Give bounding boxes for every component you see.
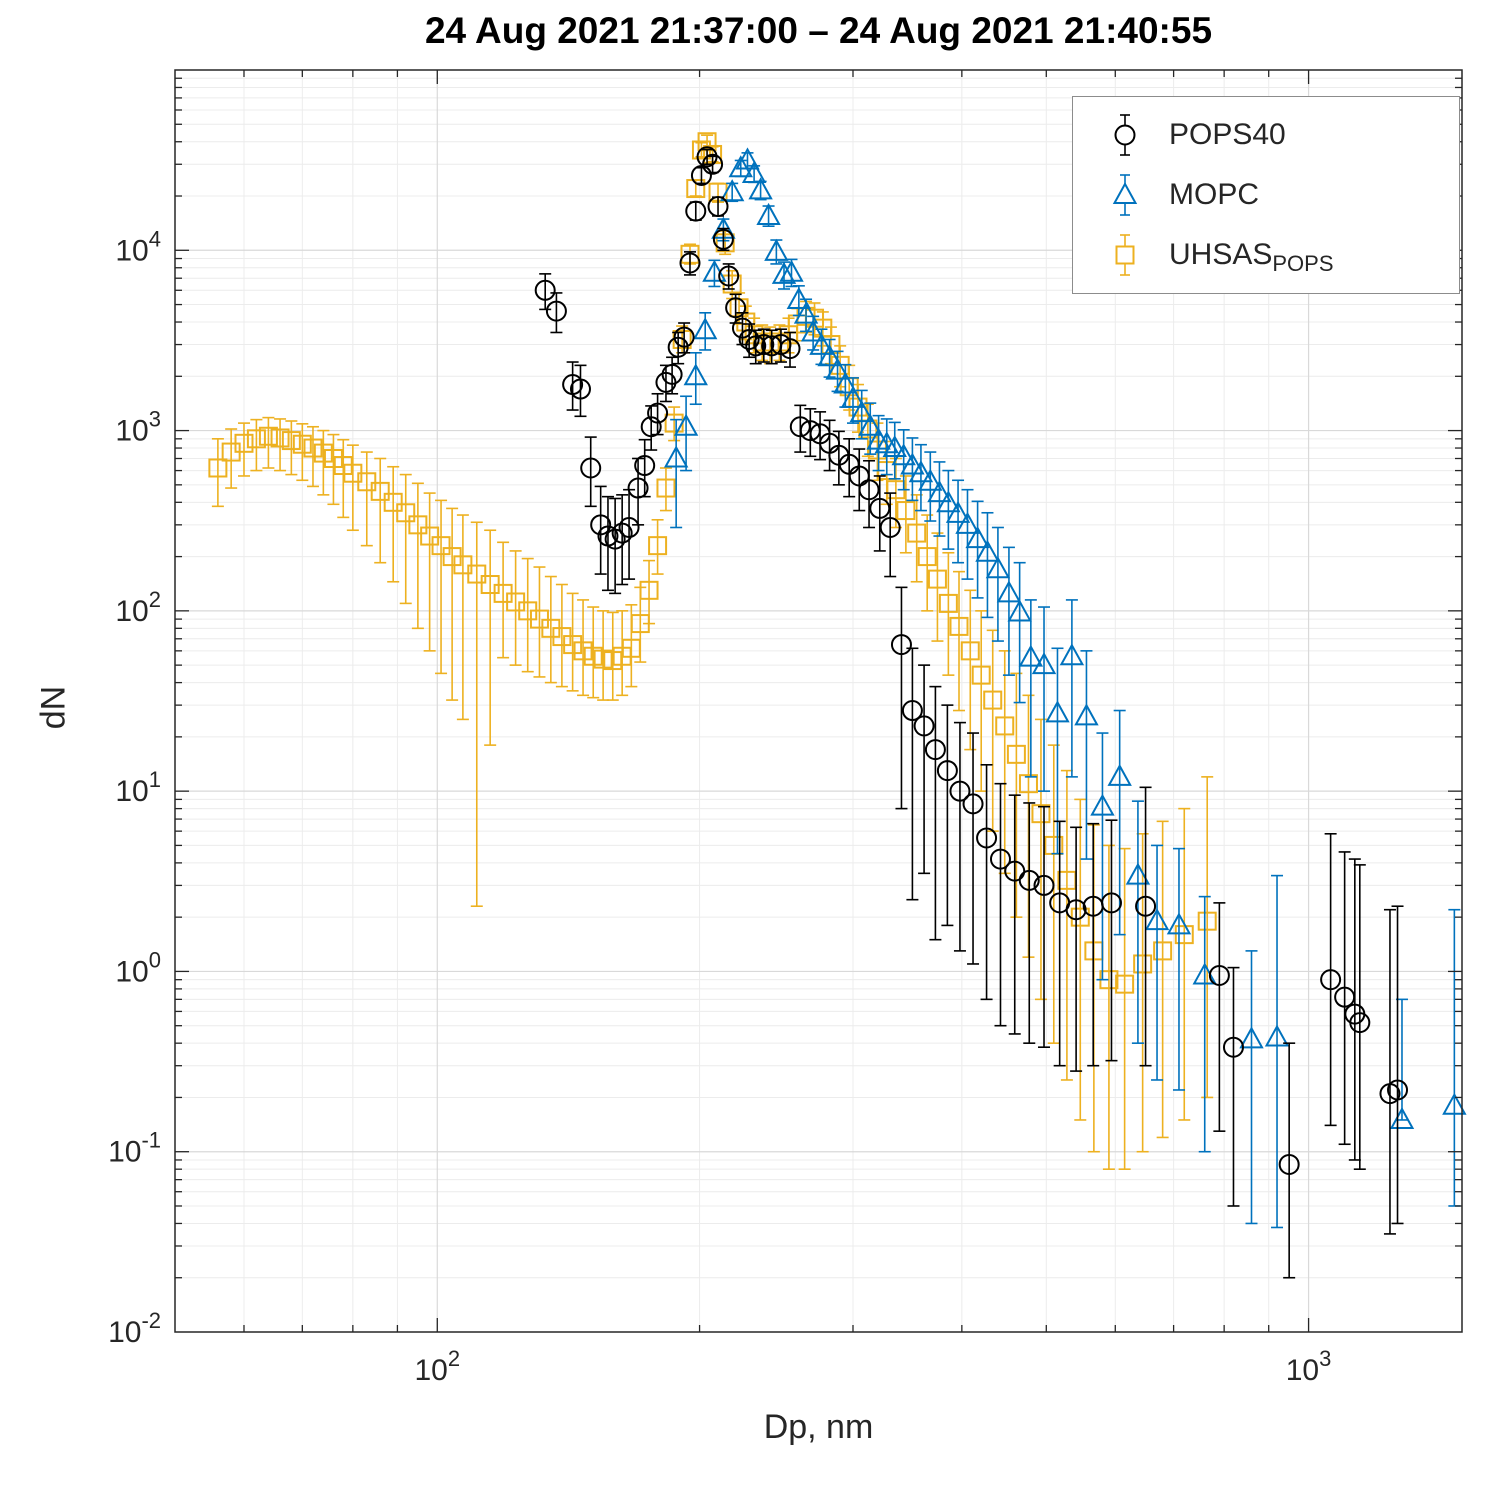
y-axis-label: dN bbox=[34, 685, 73, 730]
square-marker-icon bbox=[1095, 225, 1155, 285]
svg-text:10-2: 10-2 bbox=[108, 1308, 161, 1349]
legend-label-mopc: MOPC bbox=[1169, 178, 1259, 211]
axis-box bbox=[174, 69, 1463, 1333]
svg-text:103: 103 bbox=[115, 407, 161, 448]
triangle-marker-icon bbox=[1095, 165, 1155, 225]
svg-text:104: 104 bbox=[115, 226, 161, 267]
legend-label-uhsas: UHSASPOPS bbox=[1169, 238, 1334, 276]
x-axis-label: Dp, nm bbox=[763, 1408, 874, 1446]
chart-title: 24 Aug 2021 21:37:00 – 24 Aug 2021 21:40… bbox=[424, 10, 1213, 51]
legend: POPS40 MOPC UHSASPOPS bbox=[1072, 96, 1460, 294]
circle-marker-icon bbox=[1095, 105, 1155, 165]
tick-labels: 102 103 10-2 10-1 100 101 102 103 104 bbox=[108, 226, 1331, 1387]
svg-text:102: 102 bbox=[115, 587, 161, 628]
svg-text:102: 102 bbox=[414, 1346, 460, 1387]
legend-label-pops40: POPS40 bbox=[1169, 118, 1286, 151]
legend-entry-uhsas: UHSASPOPS bbox=[1095, 225, 1459, 285]
svg-text:103: 103 bbox=[1286, 1346, 1332, 1387]
legend-entry-pops40: POPS40 bbox=[1095, 105, 1459, 165]
svg-text:101: 101 bbox=[115, 767, 161, 808]
legend-entry-mopc: MOPC bbox=[1095, 165, 1459, 225]
svg-text:10-1: 10-1 bbox=[108, 1128, 161, 1169]
svg-text:100: 100 bbox=[115, 947, 161, 988]
series-mopc bbox=[663, 147, 1467, 1229]
series-pops40 bbox=[534, 146, 1409, 1279]
